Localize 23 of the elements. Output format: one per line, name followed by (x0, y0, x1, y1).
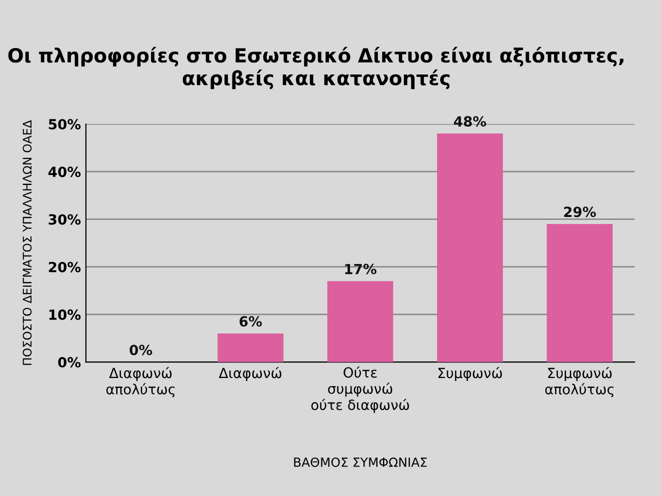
bar (218, 334, 284, 362)
data-label: 6% (240, 316, 262, 327)
y-tick-label: 10% (49, 309, 81, 320)
y-tick-label: 30% (48, 214, 81, 225)
y-tick-label: 40% (48, 166, 81, 178)
y-tick-label: 50% (48, 118, 81, 130)
y-tick-label: 20% (48, 262, 81, 272)
bar (327, 281, 394, 362)
bar (546, 224, 613, 362)
x-tick-label: Διαφωνώ απολύτως (106, 366, 175, 398)
data-label: 0% (130, 344, 152, 356)
x-tick-label: Συμφωνώ απολύτως (545, 366, 614, 398)
x-tick-label: Διαφωνώ (218, 366, 282, 381)
x-axis-title: ΒΑΘΜΟΣ ΣΥΜΦΩΝΙΑΣ (294, 457, 427, 467)
x-tick-label: Ούτε συμφωνώ ούτε διαφωνώ (311, 366, 409, 413)
chart-title: Οι πληροφορίες στο Εσωτερικό Δίκτυο είναι αξιόπιστες, ακριβείς και κατανοητές (8, 46, 624, 90)
data-label: 17% (345, 264, 376, 274)
data-label: 48% (454, 116, 486, 127)
bar (437, 134, 503, 362)
x-tick-label: Συμφωνώ (438, 366, 502, 381)
data-label: 29% (564, 206, 596, 218)
y-axis-title: ΠΟΣΟΣΤΟ ΔΕΙΓΜΑΤΟΣ ΥΠΑΛΛΗΛΩΝ ΟΑΕΔ (22, 120, 32, 365)
y-tick-label: 0% (58, 357, 81, 368)
